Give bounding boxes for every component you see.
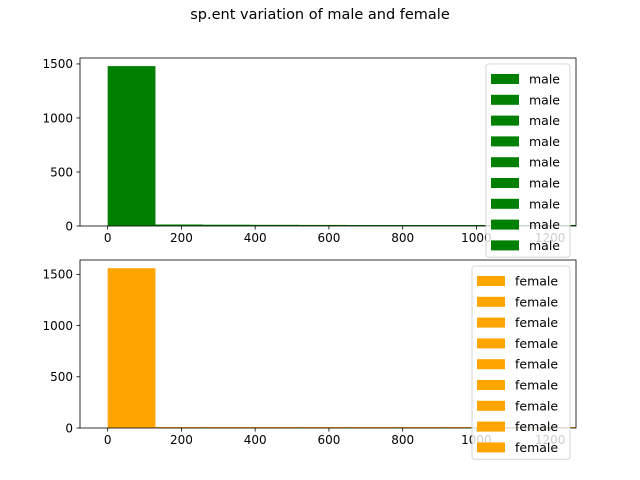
legend-swatch — [491, 136, 519, 147]
legend-label: male — [529, 72, 560, 87]
legend-frame — [471, 265, 571, 460]
bar — [251, 224, 299, 226]
x-tick-label: 800 — [391, 433, 414, 447]
legend: female female female female female female fema… — [471, 265, 571, 460]
y-tick-label: 0 — [65, 421, 73, 435]
legend-swatch — [477, 359, 505, 370]
legend-label: female — [515, 294, 558, 309]
legend-label: female — [515, 419, 558, 434]
x-tick-label: 400 — [244, 231, 267, 245]
legend-label: male — [529, 196, 560, 211]
legend-label: male — [529, 238, 560, 253]
axes-frame — [79, 57, 577, 227]
bar — [107, 66, 156, 226]
legend-label: male — [529, 92, 560, 107]
x-tick-label: 400 — [244, 433, 267, 447]
legend: male male male male male male male male male — [485, 63, 571, 258]
legend-swatch — [477, 296, 505, 307]
legend-swatch — [477, 442, 505, 453]
y-tick-label: 1000 — [42, 319, 73, 333]
x-tick-label: 600 — [317, 231, 340, 245]
y-tick-label: 500 — [50, 165, 73, 179]
legend-swatch — [477, 421, 505, 432]
legend-swatch — [477, 317, 505, 328]
legend-label: female — [515, 398, 558, 413]
figure-title: sp.ent variation of male and female — [190, 7, 450, 23]
x-tick-label: 0 — [104, 433, 112, 447]
legend-swatch — [477, 380, 505, 390]
legend-label: male — [529, 176, 560, 191]
legend-label: female — [515, 336, 558, 351]
legend-swatch — [491, 240, 519, 251]
legend-label: female — [515, 357, 558, 372]
legend-swatch — [491, 94, 519, 105]
bar — [394, 225, 443, 226]
legend-label: male — [529, 217, 560, 232]
legend-label: male — [529, 155, 560, 170]
bar — [346, 427, 395, 428]
x-tick-label: 800 — [391, 231, 414, 245]
legend-frame — [485, 63, 571, 258]
x-tick-label: 600 — [317, 433, 340, 447]
legend-swatch — [491, 115, 519, 126]
y-tick-label: 500 — [50, 370, 73, 384]
bar — [442, 427, 491, 428]
bar — [155, 427, 204, 428]
bar — [394, 427, 443, 428]
x-tick-label: 0 — [104, 231, 112, 245]
x-tick-label: 200 — [170, 433, 193, 447]
legend-swatch — [477, 338, 505, 349]
legend-swatch — [491, 178, 519, 188]
bar — [298, 224, 347, 226]
legend-swatch — [477, 400, 505, 411]
bar — [155, 224, 204, 226]
x-tick-label: 200 — [170, 231, 193, 245]
bars — [107, 66, 576, 226]
y-tick-label: 0 — [65, 219, 73, 233]
bar — [251, 427, 299, 428]
bar — [107, 268, 156, 428]
legend-swatch — [491, 198, 519, 209]
legend-swatch — [477, 276, 505, 286]
subplot-1: 020040060080010001200050010001500malemal… — [42, 57, 577, 258]
axes-frame — [79, 259, 577, 429]
bar — [298, 427, 347, 428]
bar — [346, 225, 395, 226]
legend-label: female — [515, 440, 558, 455]
legend-label: male — [529, 113, 560, 128]
x-tick-label: 1000 — [461, 231, 492, 245]
legend-swatch — [491, 74, 519, 84]
legend-label: female — [515, 315, 558, 330]
bar — [203, 427, 252, 428]
legend-label: female — [515, 274, 558, 289]
legend-label: female — [515, 378, 558, 393]
y-tick-label: 1500 — [42, 268, 73, 282]
legend-swatch — [491, 157, 519, 168]
legend-swatch — [491, 219, 519, 230]
bar — [442, 225, 491, 226]
bars — [107, 268, 576, 428]
subplot-2: 020040060080010001200050010001500femalef… — [42, 259, 577, 460]
bar — [203, 224, 252, 226]
y-tick-label: 1500 — [42, 57, 73, 71]
legend-label: male — [529, 134, 560, 149]
y-tick-label: 1000 — [42, 111, 73, 125]
